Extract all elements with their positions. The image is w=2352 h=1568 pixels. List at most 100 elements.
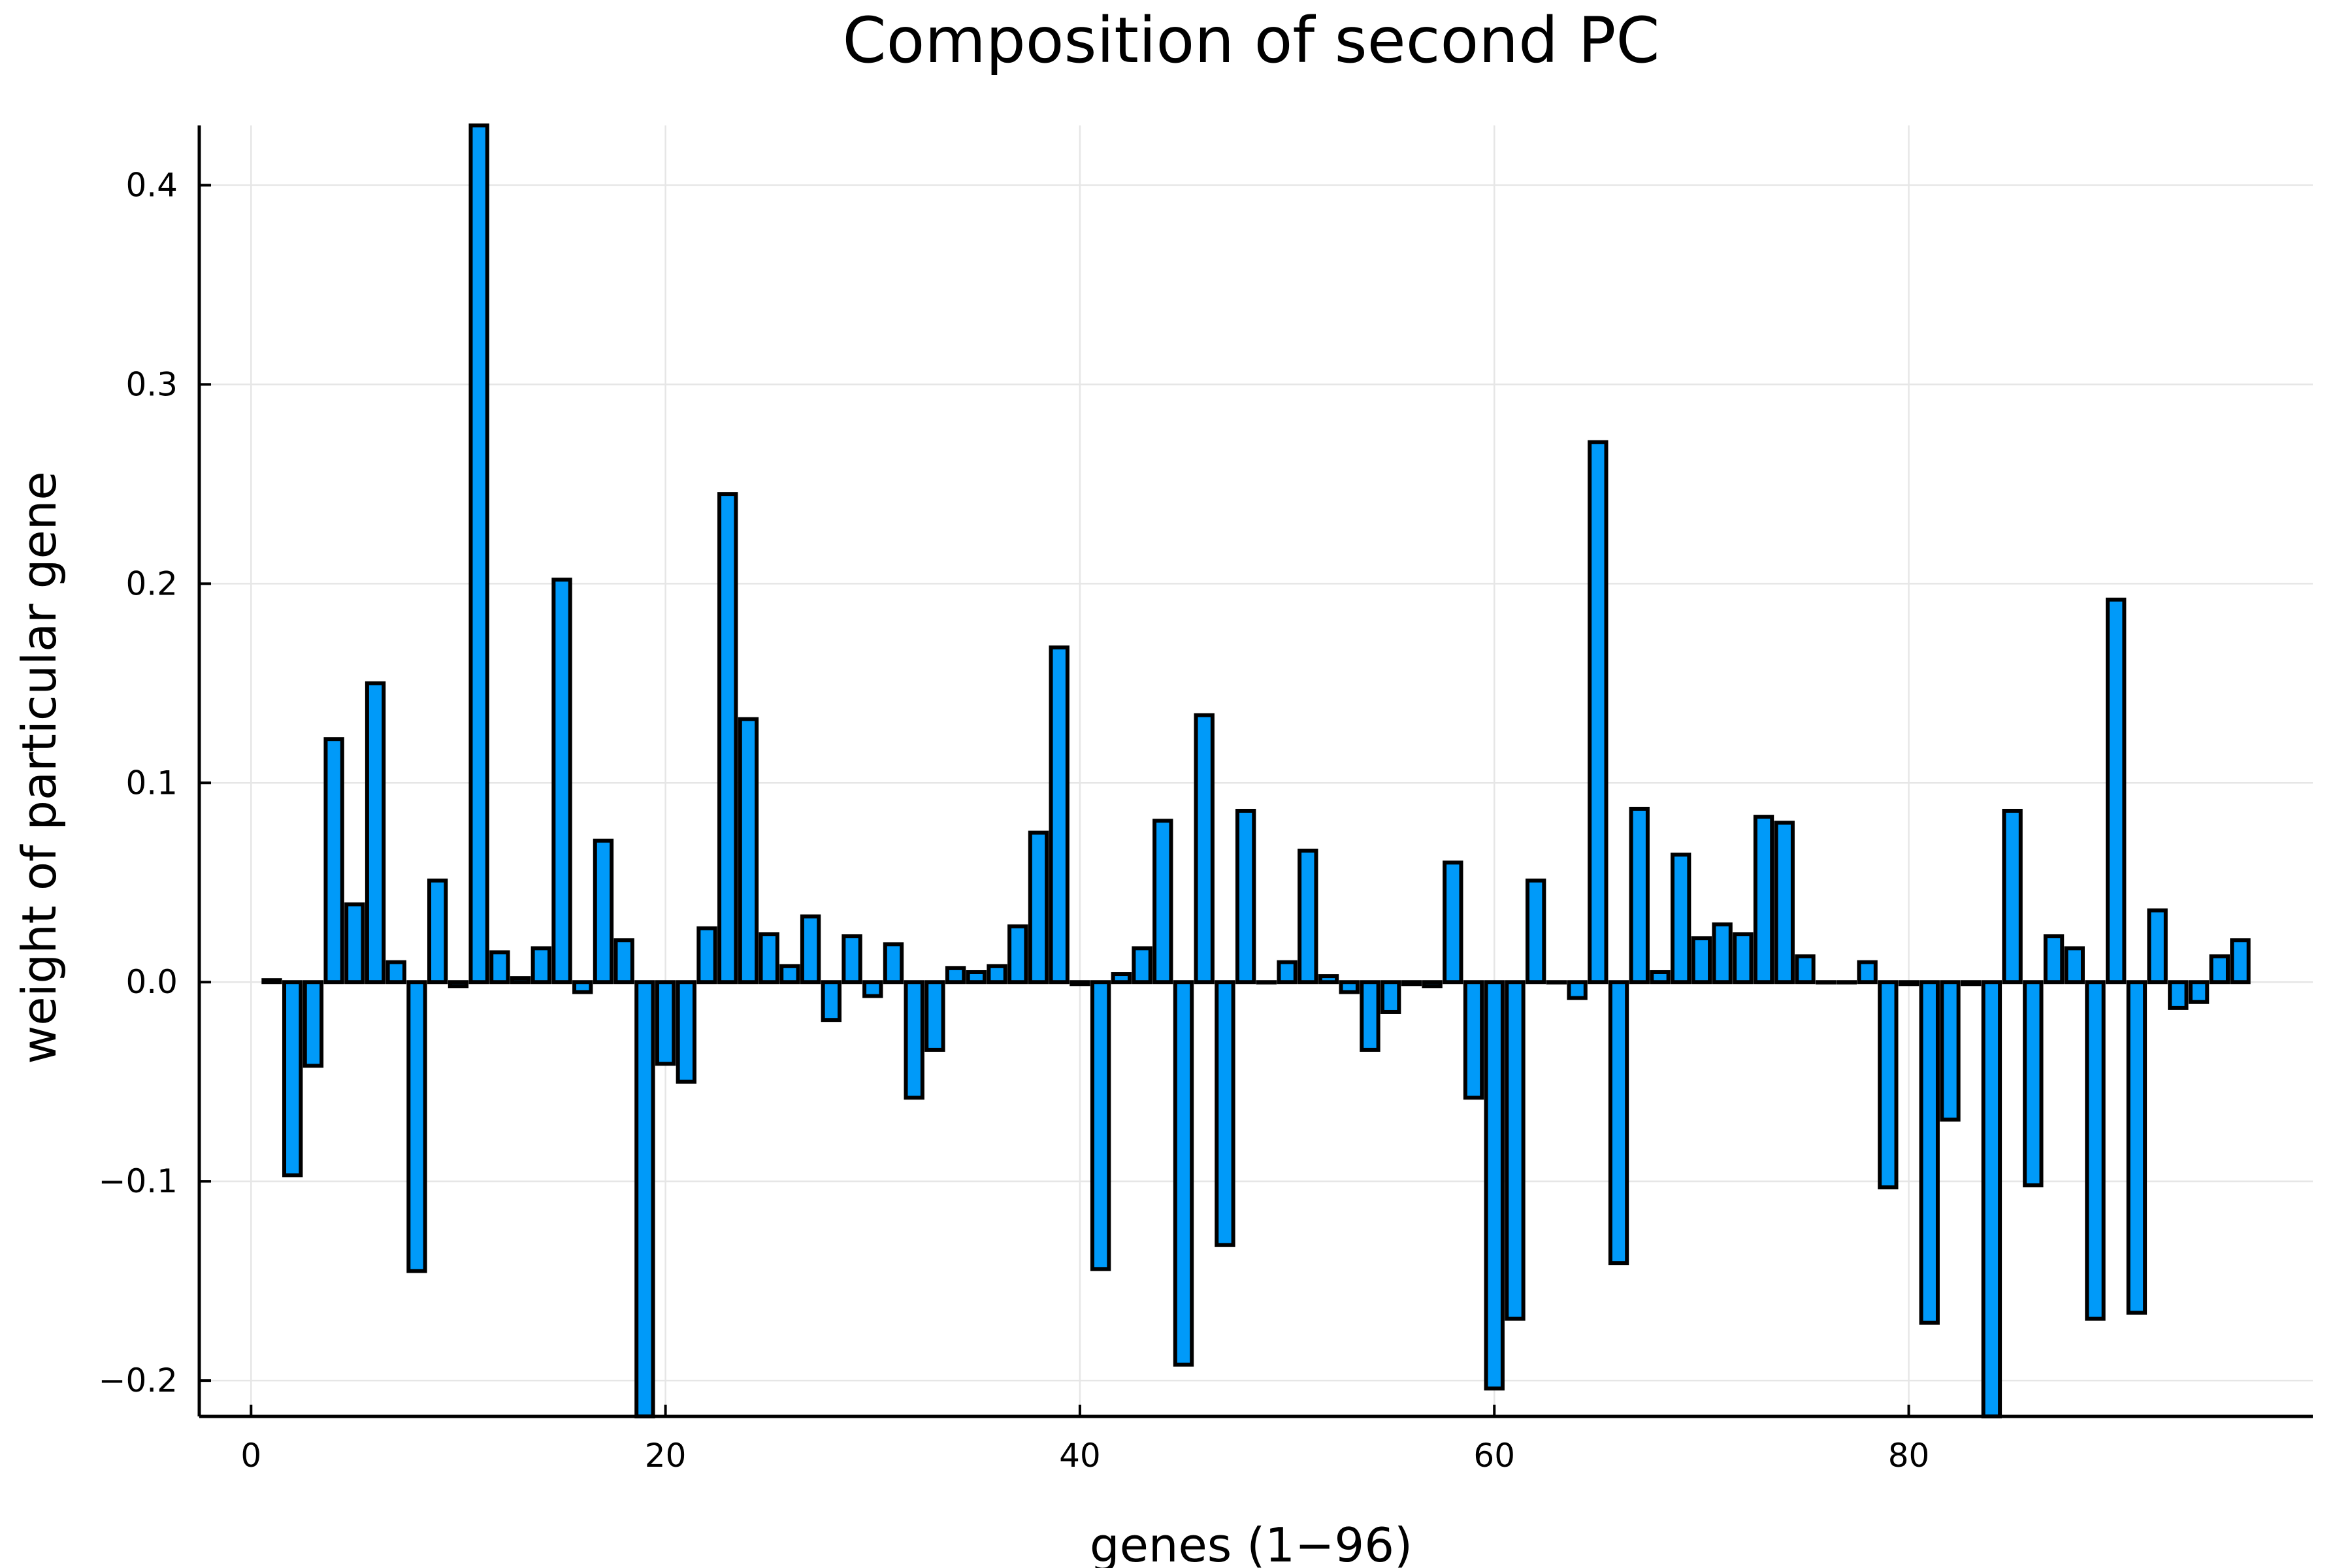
bar <box>1318 974 1339 985</box>
x-tick-label: 20 <box>645 1437 687 1475</box>
y-tick-label: 0.4 <box>125 166 178 204</box>
y-axis-label: weight of particular gene <box>12 471 67 1064</box>
bar <box>1815 980 1837 985</box>
bar <box>1235 808 1256 985</box>
chart-title: Composition of second PC <box>843 4 1660 77</box>
bar <box>1898 980 1919 987</box>
bar <box>966 970 987 985</box>
bar <box>841 934 862 985</box>
bar <box>282 980 303 1178</box>
bar <box>1774 821 1795 985</box>
bar <box>1857 960 1878 985</box>
bar <box>1940 980 1961 1122</box>
bar <box>1007 924 1028 985</box>
bar <box>1070 980 1090 987</box>
y-tick-label: 0.3 <box>125 365 178 403</box>
grid-lines <box>199 125 2313 1416</box>
bars <box>261 123 2251 1419</box>
bar <box>261 978 282 985</box>
bar <box>448 980 469 988</box>
bar <box>406 980 427 1273</box>
bar <box>987 964 1007 985</box>
bar <box>1650 970 1671 985</box>
bar <box>2085 980 2106 1321</box>
bar <box>489 950 510 985</box>
bar <box>1753 815 1774 985</box>
bar <box>1090 980 1111 1271</box>
bar <box>1152 819 1173 985</box>
bar <box>2209 954 2230 985</box>
bar <box>1360 980 1380 1052</box>
bar <box>1215 980 1235 1247</box>
x-axis-label: genes (1−96) <box>1090 1518 1413 1568</box>
bar <box>1608 980 1629 1266</box>
bar <box>2230 938 2251 985</box>
bar <box>1028 830 1049 985</box>
bar <box>1691 936 1712 985</box>
bar <box>1629 806 1650 985</box>
bar <box>1505 980 1526 1321</box>
bar <box>883 942 904 985</box>
bar <box>945 966 966 985</box>
bar <box>2023 980 2044 1188</box>
tick-labels: 0 20 40 60 80 −0.2 −0.1 0.0 0.1 0.2 0.3 0.4 <box>99 166 1930 1475</box>
bar <box>1401 980 1422 987</box>
bar <box>1111 972 1132 985</box>
bar <box>1298 848 1318 985</box>
bar <box>1712 922 1733 985</box>
bar <box>1132 946 1152 985</box>
bar <box>1173 980 1194 1367</box>
bar <box>717 492 738 985</box>
bar <box>302 980 324 1068</box>
bar <box>2147 908 2168 985</box>
bar <box>468 123 489 985</box>
bar <box>427 878 448 985</box>
bar <box>1836 980 1857 985</box>
bar <box>2168 980 2189 1010</box>
x-tick-label: 60 <box>1473 1437 1515 1475</box>
y-tick-label: 0.2 <box>125 564 178 602</box>
bar <box>1194 713 1215 985</box>
bar <box>1981 980 2002 1419</box>
x-tick-label: 80 <box>1888 1437 1930 1475</box>
bar <box>779 964 800 985</box>
axes <box>197 125 2313 1418</box>
bar <box>613 938 634 985</box>
bar <box>2002 808 2023 985</box>
bar <box>551 578 572 985</box>
bar <box>1567 980 1588 1000</box>
bar <box>323 737 344 985</box>
bar <box>1256 980 1277 985</box>
bar <box>1795 954 1816 985</box>
bar <box>800 914 821 985</box>
bar <box>924 980 945 1052</box>
bar <box>2126 980 2148 1315</box>
bar <box>1670 853 1691 985</box>
bar <box>759 932 779 985</box>
bar <box>2064 946 2085 985</box>
bar <box>344 902 365 985</box>
bar <box>1588 440 1609 985</box>
bar <box>1919 980 1940 1325</box>
bar <box>385 960 406 985</box>
bar <box>1422 980 1443 988</box>
x-tick-label: 0 <box>240 1437 261 1475</box>
bar <box>531 946 551 985</box>
bar <box>1277 960 1298 985</box>
bar <box>1525 878 1546 985</box>
bar <box>1049 645 1070 985</box>
bar <box>1546 980 1567 985</box>
bar <box>1339 980 1360 994</box>
bar <box>655 980 676 1066</box>
bar <box>634 980 655 1419</box>
bar <box>1463 980 1484 1100</box>
bar <box>2106 597 2127 985</box>
y-tick-label: 0.0 <box>125 963 178 1001</box>
bar <box>1484 980 1505 1391</box>
bar <box>1961 980 1982 987</box>
bar <box>2188 980 2210 1004</box>
x-tick-label: 40 <box>1059 1437 1101 1475</box>
bar <box>1733 932 1754 985</box>
